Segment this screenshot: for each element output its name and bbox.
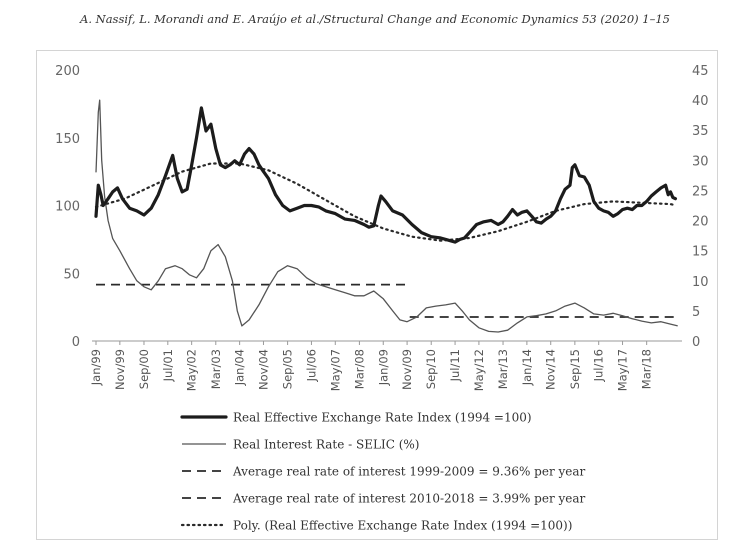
right-tick-label: 15 xyxy=(692,245,709,260)
x-tick-label: Nov/04 xyxy=(256,349,270,390)
right-axis: 0 5 10 15 20 25 30 35 40 45 xyxy=(692,64,709,350)
x-tick-label: Mar/13 xyxy=(496,349,510,389)
x-tick-label: Jul/01 xyxy=(161,349,175,382)
x-tick-label: May/12 xyxy=(472,349,486,391)
x-tick-label: Nov/99 xyxy=(113,349,127,390)
right-tick-label: 35 xyxy=(692,124,709,139)
legend-label: Real Interest Rate - SELIC (%) xyxy=(233,438,420,452)
chart-frame xyxy=(36,50,718,540)
series-line-4 xyxy=(94,162,678,242)
x-tick-label: Jan/04 xyxy=(233,349,247,386)
left-tick-label: 150 xyxy=(55,132,80,147)
x-tick-label: Mar/08 xyxy=(352,349,366,389)
x-tick-label: May/07 xyxy=(328,349,342,391)
x-tick-label: May/02 xyxy=(185,349,199,391)
left-tick-label: 200 xyxy=(55,64,80,79)
page-header: A. Nassif, L. Morandi and E. Araújo et a… xyxy=(80,12,670,26)
x-axis: Jan/99 Nov/99 Sep/00 Jul/01 May/02 Mar/03 Jan/… xyxy=(89,341,654,391)
legend-label: Average real rate of interest 2010-2018 … xyxy=(232,492,586,506)
legend: Real Effective Exchange Rate Index (1994… xyxy=(180,411,586,533)
legend-label: Real Effective Exchange Rate Index (1994… xyxy=(233,411,532,425)
right-tick-label: 5 xyxy=(692,305,700,320)
x-tick-label: Jul/11 xyxy=(448,349,462,382)
x-tick-label: Jan/14 xyxy=(520,349,534,386)
x-tick-label: Mar/18 xyxy=(640,349,654,389)
x-tick-label: Sep/15 xyxy=(568,349,582,389)
right-tick-label: 45 xyxy=(692,64,709,79)
series-line-1 xyxy=(95,99,678,333)
x-tick-label: Nov/14 xyxy=(544,349,558,390)
x-tick-label: Sep/10 xyxy=(424,349,438,389)
x-tick-label: Jul/06 xyxy=(304,349,318,382)
legend-label: Average real rate of interest 1999-2009 … xyxy=(232,465,586,479)
series-line-0 xyxy=(94,106,677,244)
right-tick-label: 0 xyxy=(692,335,700,350)
x-tick-label: Jan/99 xyxy=(89,349,103,386)
right-tick-label: 10 xyxy=(692,275,709,290)
x-tick-label: Jan/09 xyxy=(376,349,390,386)
x-tick-label: Jul/16 xyxy=(592,349,606,382)
right-tick-label: 25 xyxy=(692,184,709,199)
right-tick-label: 40 xyxy=(692,94,709,109)
series-group xyxy=(94,99,678,333)
x-tick-label: Sep/00 xyxy=(137,349,151,389)
legend-label: Poly. (Real Effective Exchange Rate Inde… xyxy=(233,519,572,533)
right-tick-label: 30 xyxy=(692,154,709,169)
left-tick-label: 50 xyxy=(63,267,80,282)
x-tick-label: Nov/09 xyxy=(400,349,414,390)
right-tick-label: 20 xyxy=(692,215,709,230)
x-tick-label: Mar/03 xyxy=(209,349,223,389)
x-tick-label: Sep/05 xyxy=(281,349,295,389)
left-tick-label: 100 xyxy=(55,200,80,215)
x-tick-label: May/17 xyxy=(616,349,630,391)
left-tick-label: 0 xyxy=(72,335,80,350)
left-axis: 0 50 100 150 200 xyxy=(55,64,80,350)
